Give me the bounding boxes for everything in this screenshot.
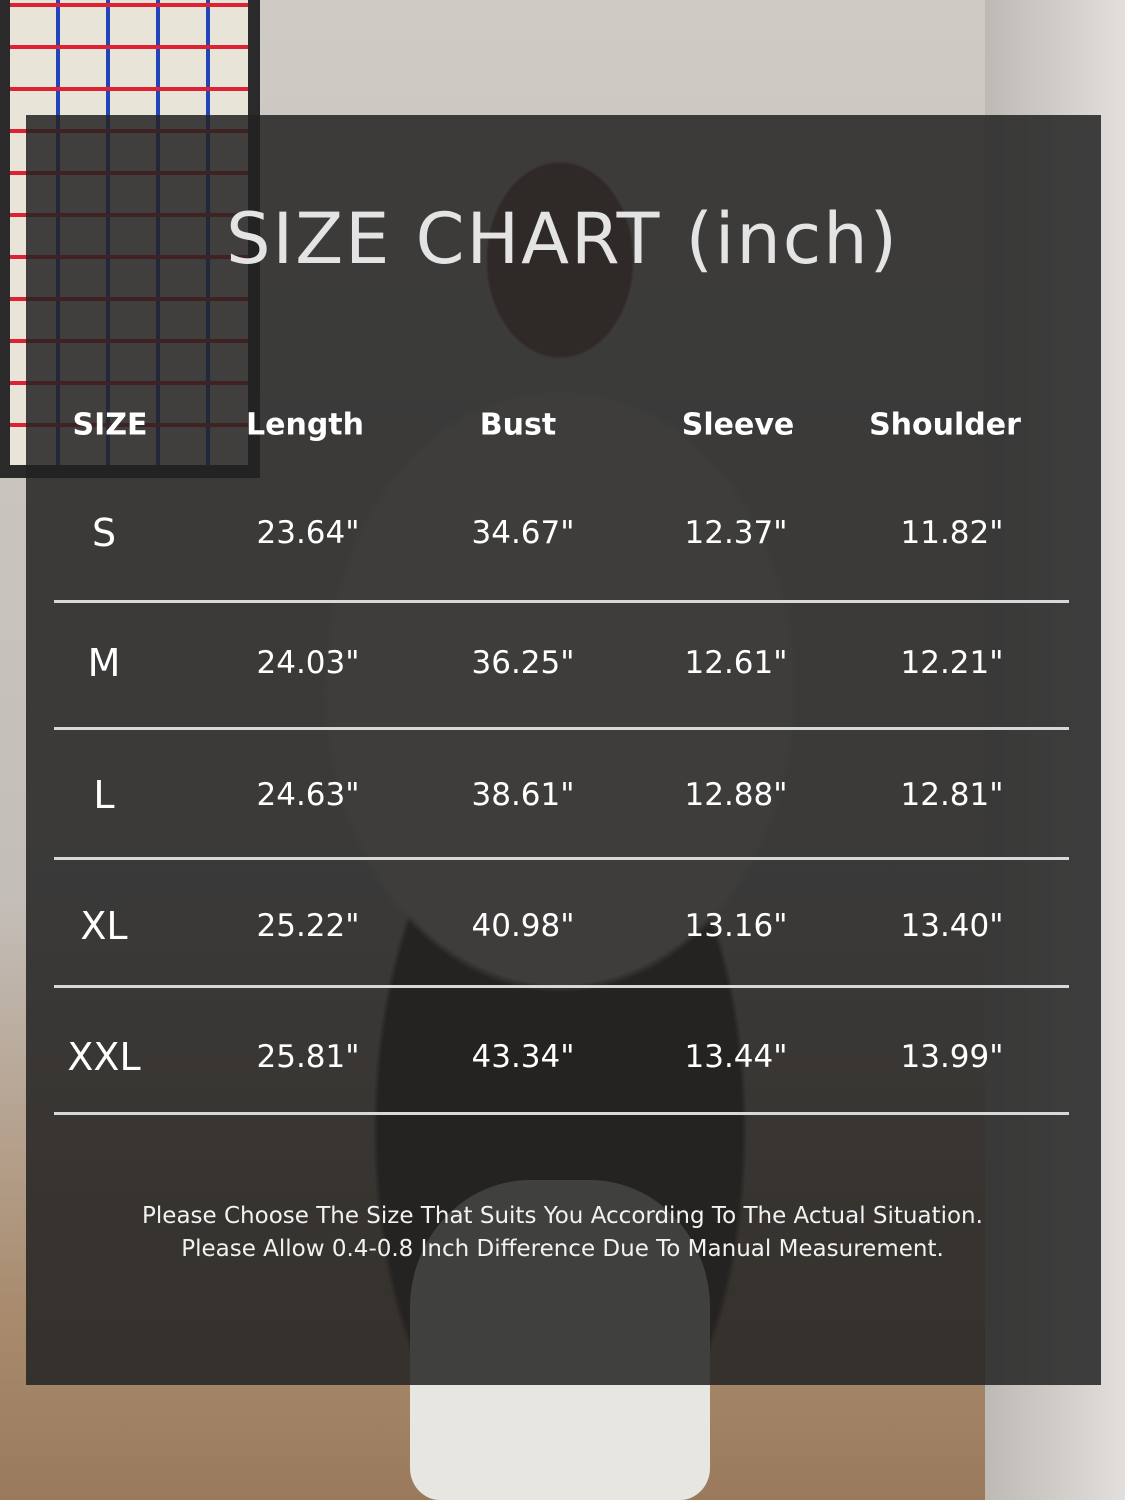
measurement-cell: 13.99" xyxy=(900,1039,1004,1075)
size-label: S xyxy=(91,511,117,555)
size-label: XL xyxy=(80,904,128,948)
measurement-cell: 13.44" xyxy=(684,1039,788,1075)
measurement-cell: 36.25" xyxy=(471,645,575,681)
measurement-cell: 38.61" xyxy=(471,777,575,813)
column-header: SIZE xyxy=(72,407,148,443)
measurement-cell: 25.22" xyxy=(256,908,360,944)
measurement-cell: 34.67" xyxy=(471,515,575,551)
size-label: XXL xyxy=(67,1035,141,1079)
measurement-cell: 23.64" xyxy=(256,515,360,551)
column-header: Shoulder xyxy=(869,407,1021,443)
measurement-cell: 40.98" xyxy=(471,908,575,944)
row-divider xyxy=(54,985,1069,988)
measurement-cell: 24.03" xyxy=(256,645,360,681)
row-divider xyxy=(54,1112,1069,1115)
measurement-cell: 12.88" xyxy=(684,777,788,813)
measurement-cell: 12.21" xyxy=(900,645,1004,681)
row-divider xyxy=(54,727,1069,730)
measurement-cell: 24.63" xyxy=(256,777,360,813)
measurement-cell: 12.61" xyxy=(684,645,788,681)
measurement-cell: 12.81" xyxy=(900,777,1004,813)
column-header: Bust xyxy=(479,407,557,443)
size-chart-panel xyxy=(26,115,1101,1385)
measurement-cell: 11.82" xyxy=(900,515,1004,551)
note-line-2: Please Allow 0.4-0.8 Inch Difference Due… xyxy=(181,1236,944,1262)
chart-title: SIZE CHART (inch) xyxy=(226,198,899,280)
row-divider xyxy=(54,600,1069,603)
measurement-cell: 12.37" xyxy=(684,515,788,551)
measurement-cell: 43.34" xyxy=(471,1039,575,1075)
column-header: Length xyxy=(246,407,364,443)
row-divider xyxy=(54,857,1069,860)
measurement-cell: 25.81" xyxy=(256,1039,360,1075)
size-label: M xyxy=(87,641,121,685)
size-label: L xyxy=(93,773,115,817)
note-line-1: Please Choose The Size That Suits You Ac… xyxy=(142,1203,983,1229)
column-header: Sleeve xyxy=(681,407,795,443)
measurement-cell: 13.16" xyxy=(684,908,788,944)
measurement-cell: 13.40" xyxy=(900,908,1004,944)
